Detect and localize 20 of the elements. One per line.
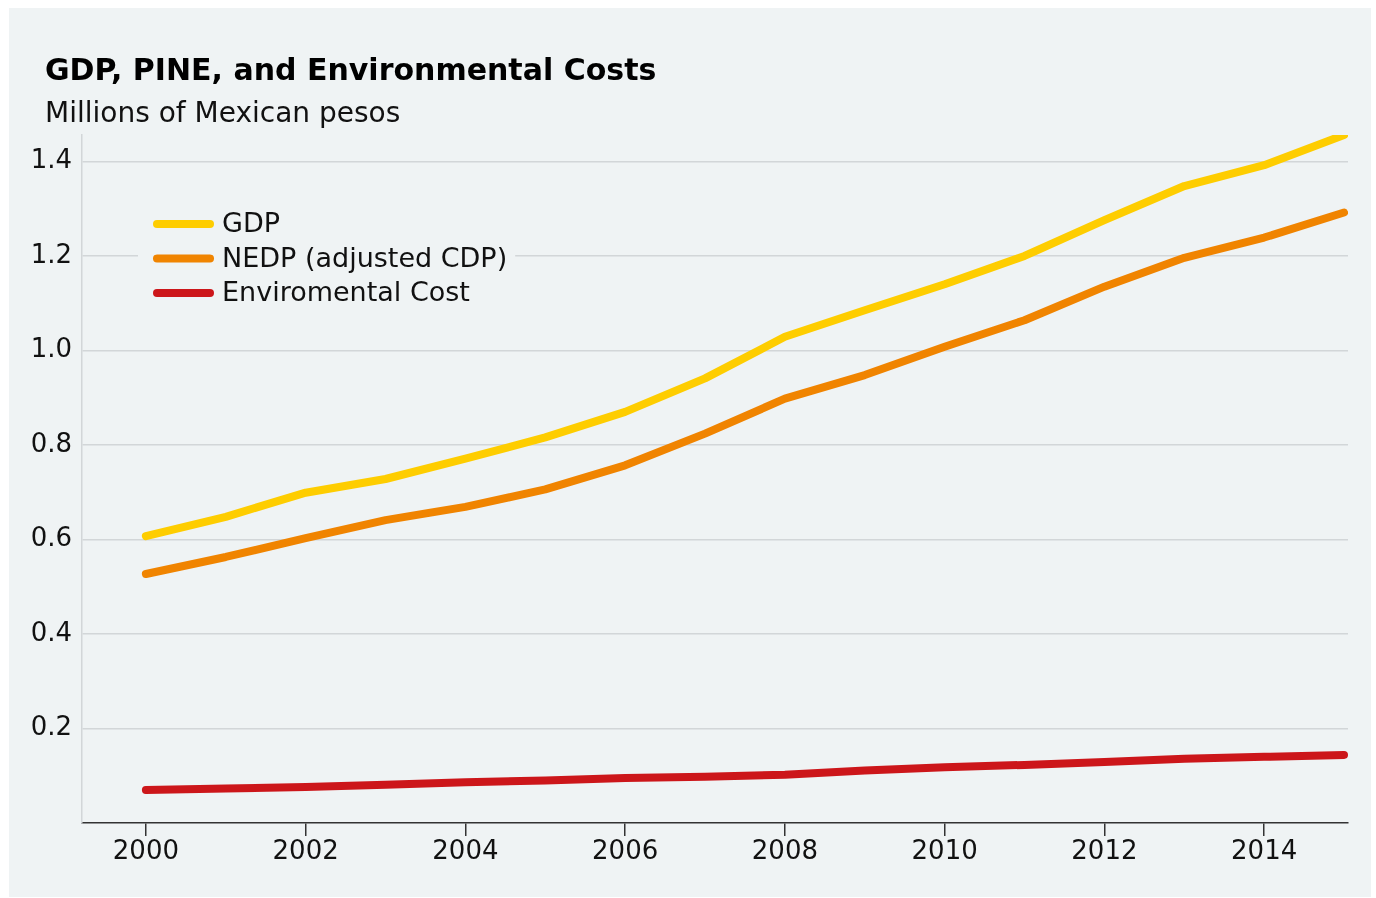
x-tick-label: 2006 (592, 835, 659, 866)
legend-label: Enviromental Cost (222, 276, 470, 308)
y-tick-label: 0.2 (30, 711, 72, 742)
y-tick-label: 0.8 (30, 427, 72, 458)
x-tick-label: 2012 (1071, 835, 1138, 866)
y-tick-label: 1.4 (30, 144, 72, 175)
y-tick-label: 0.4 (30, 616, 72, 647)
x-tick-label: 2014 (1231, 835, 1298, 866)
x-tick-label: 2000 (112, 835, 179, 866)
legend-label: NEDP (adjusted CDP) (222, 241, 508, 273)
y-tick-label: 1.2 (30, 238, 72, 269)
legend-label: GDP (222, 207, 280, 239)
y-tick-label: 1.0 (30, 333, 72, 364)
y-tick-label: 0.6 (30, 522, 72, 553)
chart-subtitle: Millions of Mexican pesos (45, 96, 401, 129)
x-tick-label: 2010 (911, 835, 978, 866)
x-tick-label: 2008 (751, 835, 818, 866)
x-tick-label: 2004 (432, 835, 499, 866)
chart-title: GDP, PINE, and Environmental Costs (45, 52, 657, 88)
x-tick-label: 2002 (272, 835, 339, 866)
